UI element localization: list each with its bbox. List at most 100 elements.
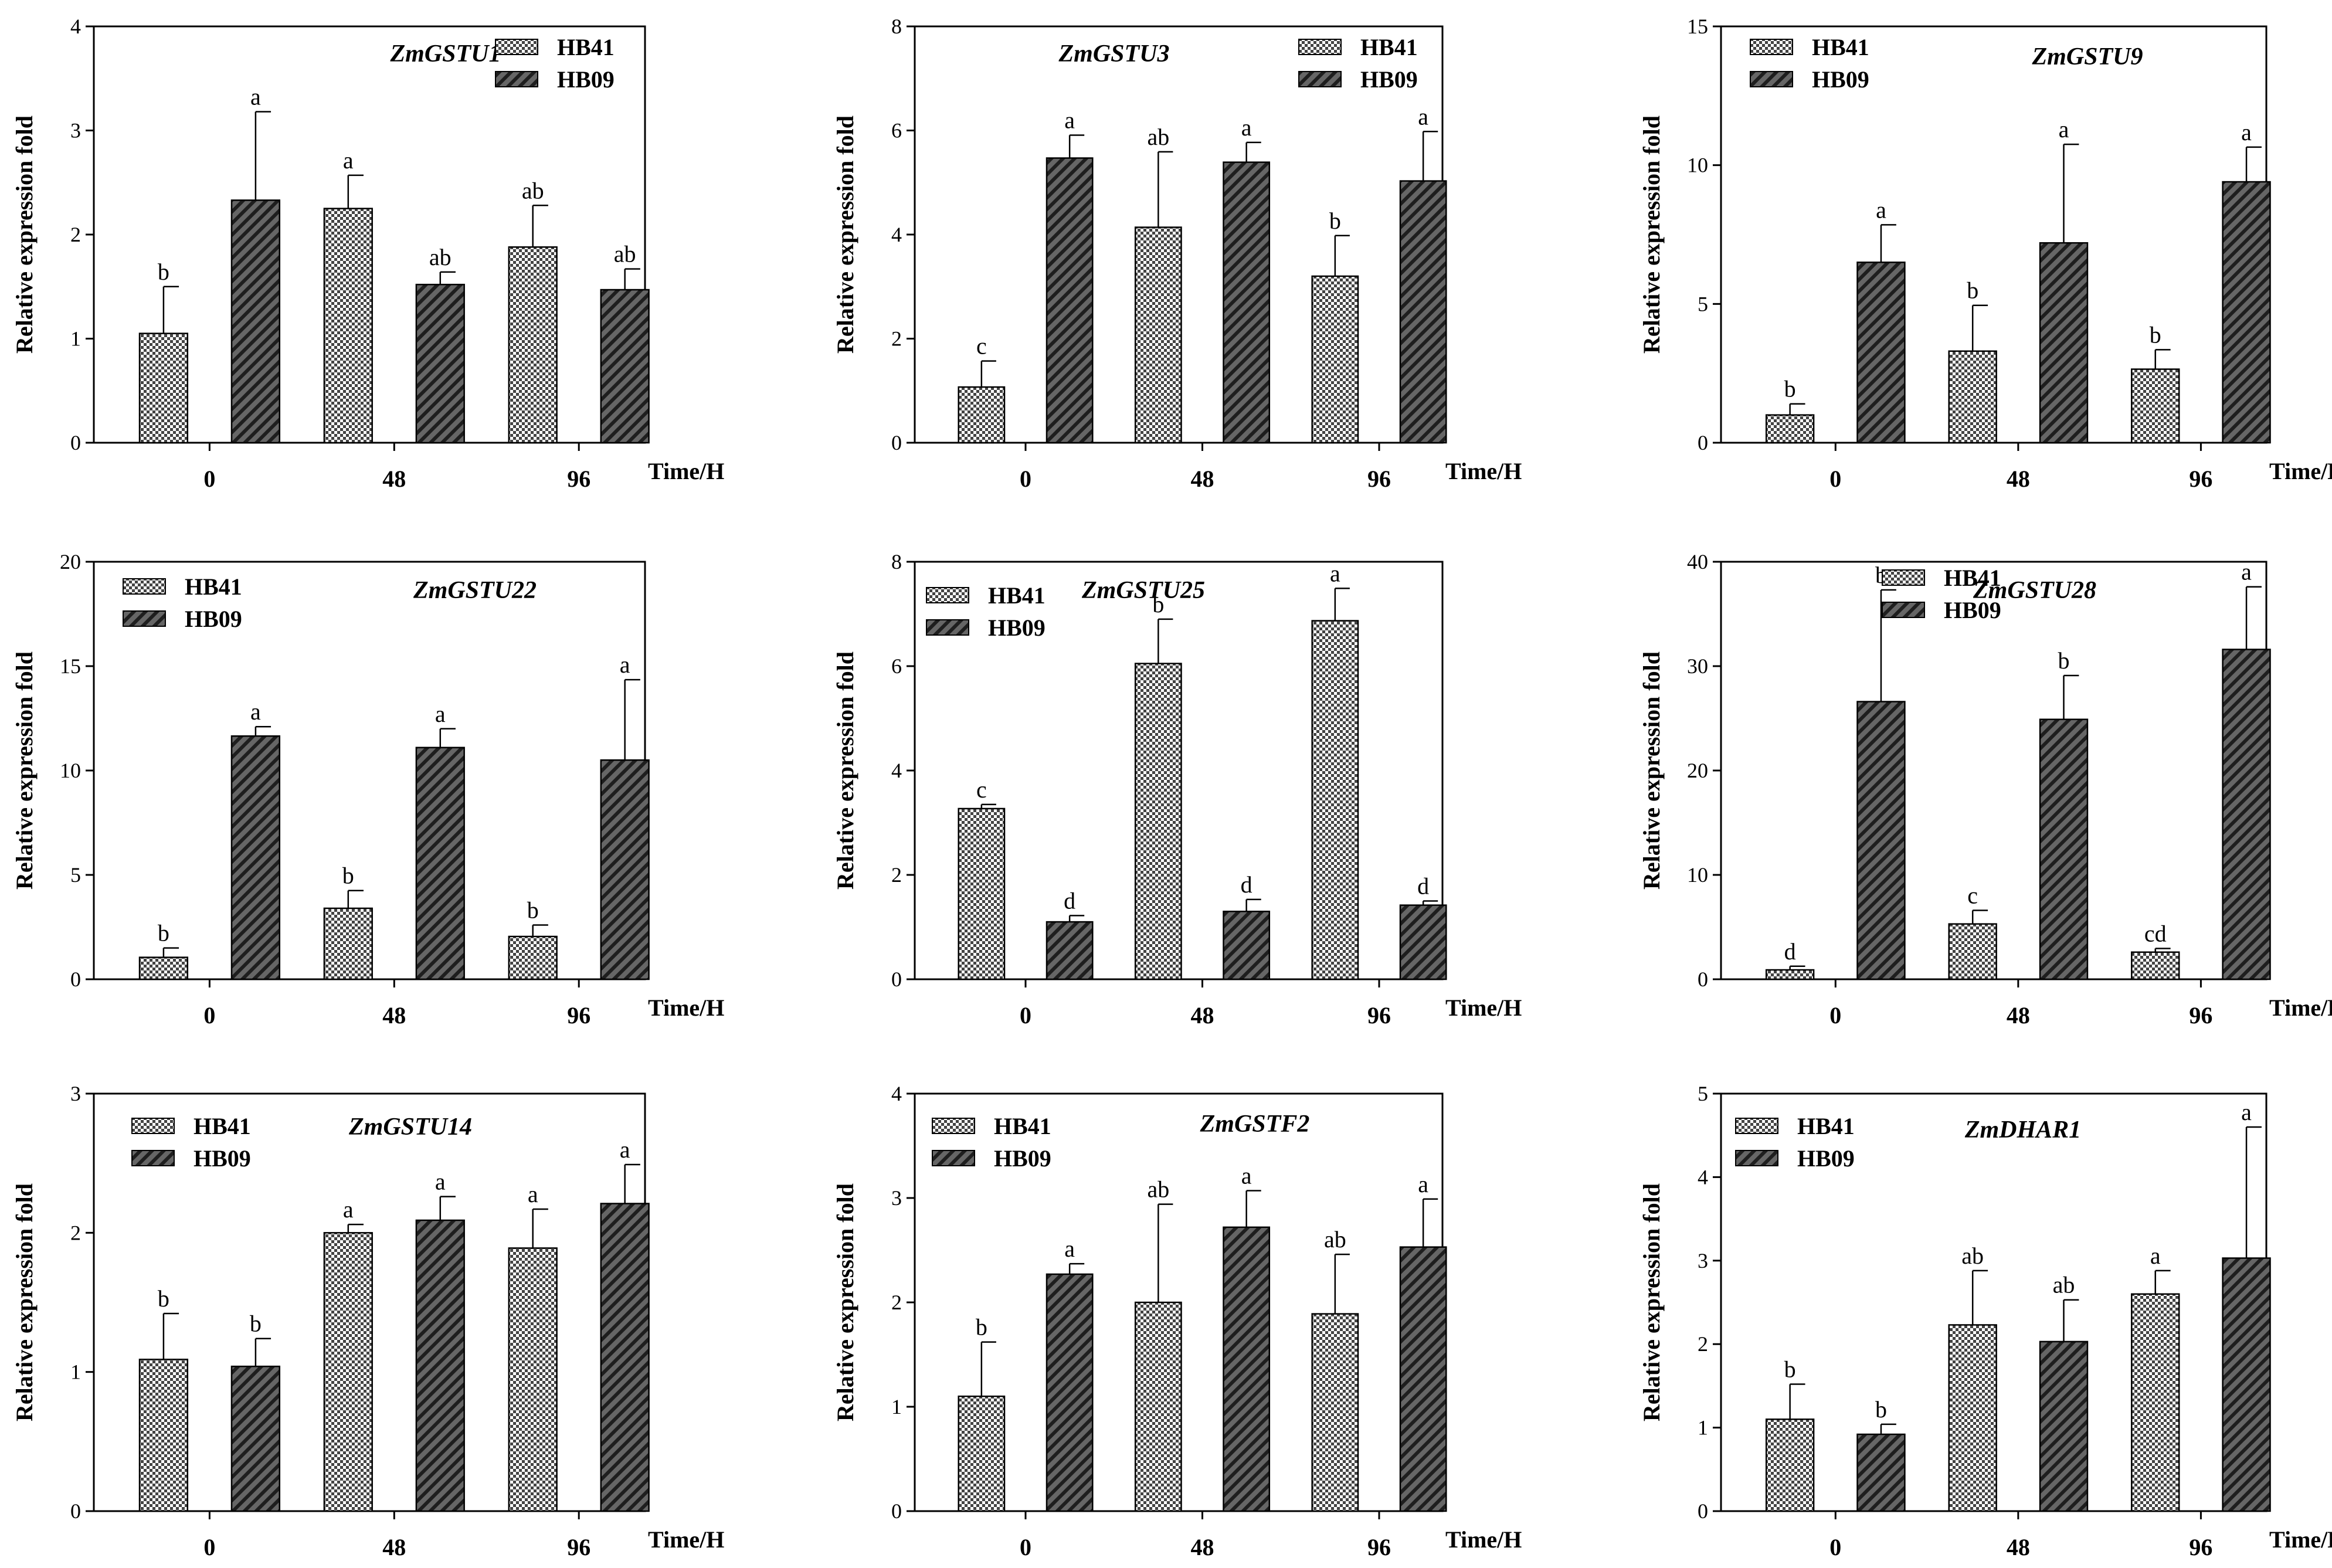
- bar-hb09-96: [600, 1203, 650, 1512]
- significance-label: a: [1876, 196, 1886, 223]
- y-tick-label: 5: [1698, 1082, 1708, 1105]
- x-category-label: 48: [382, 1002, 406, 1029]
- x-category-label: 0: [1829, 1002, 1841, 1029]
- y-tick-label: 4: [891, 759, 902, 782]
- significance-label: b: [2150, 321, 2161, 348]
- significance-label: b: [527, 897, 539, 923]
- legend-swatch-hb09: [926, 619, 969, 636]
- significance-label: a: [2241, 559, 2252, 585]
- significance-label: a: [435, 1169, 446, 1195]
- legend-swatch-hb09: [1735, 1150, 1778, 1166]
- y-tick-label: 0: [70, 1499, 81, 1523]
- significance-label: d: [1241, 871, 1252, 898]
- legend-swatch-hb41: [1882, 569, 1925, 586]
- bar-hb41-0: [1765, 969, 1815, 980]
- significance-label: b: [1152, 591, 1164, 617]
- y-tick-label: 4: [891, 1082, 902, 1105]
- y-tick-label: 8: [891, 550, 902, 573]
- y-tick-label: 0: [1698, 1499, 1708, 1523]
- significance-label: a: [620, 651, 630, 678]
- bar-hb41-96: [2131, 368, 2180, 444]
- y-tick-label: 1: [891, 1395, 902, 1418]
- chart-title: ZmGSTU25: [1081, 577, 1205, 604]
- bar-hb41-96: [508, 935, 558, 980]
- y-tick-label: 15: [1687, 15, 1708, 38]
- y-tick-label: 20: [60, 550, 81, 573]
- significance-label: c: [976, 333, 987, 359]
- legend-swatch-hb09: [1298, 71, 1342, 87]
- bar-hb09-48: [1223, 1226, 1271, 1512]
- chart-title: ZmGSTU9: [2032, 43, 2143, 70]
- y-tick-label: 2: [70, 223, 81, 246]
- y-tick-label: 8: [891, 15, 902, 38]
- bar-hb09-96: [600, 759, 650, 980]
- bar-hb41-48: [1948, 923, 1997, 980]
- significance-label: d: [1417, 873, 1429, 900]
- y-axis-label: Relative expression fold: [832, 1183, 858, 1421]
- legend-label-hb09: HB09: [194, 1145, 251, 1172]
- bar-hb09-96: [2222, 181, 2271, 444]
- significance-label: a: [2241, 119, 2252, 145]
- x-axis-label: Time/H: [1445, 995, 1522, 1021]
- x-category-label: 0: [203, 466, 215, 492]
- chart-panel-3: 0 5 10 15 Relative expression fold 0 b a 48 b a 96 b…: [1638, 15, 2332, 492]
- significance-label: c: [976, 776, 987, 803]
- bar-hb41-48: [1134, 663, 1182, 980]
- significance-label: a: [1418, 103, 1428, 130]
- x-category-label: 96: [567, 1534, 590, 1560]
- y-tick-label: 1: [70, 327, 81, 351]
- bar-hb41-48: [323, 208, 373, 444]
- x-category-label: 96: [2189, 1534, 2212, 1560]
- y-tick-label: 1: [70, 1360, 81, 1384]
- legend-swatch-hb41: [123, 578, 166, 595]
- legend-label-hb41: HB41: [988, 582, 1046, 609]
- legend-swatch-hb41: [1750, 39, 1793, 55]
- x-category-label: 96: [2189, 1002, 2212, 1029]
- y-tick-label: 10: [60, 759, 81, 782]
- significance-label: b: [1329, 208, 1341, 234]
- bar-hb09-0: [1046, 921, 1094, 980]
- bar-hb09-0: [230, 735, 281, 980]
- significance-label: ab: [2053, 1272, 2075, 1298]
- y-tick-label: 10: [1687, 154, 1708, 177]
- bar-hb09-0: [1856, 1433, 1906, 1512]
- chart-title: ZmGSTU22: [413, 577, 537, 604]
- y-tick-label: 0: [891, 1499, 902, 1523]
- bar-hb09-48: [1223, 161, 1271, 444]
- y-tick-label: 3: [1698, 1249, 1708, 1272]
- significance-label: ab: [429, 244, 452, 270]
- chart-title: ZmDHAR1: [1964, 1116, 2081, 1143]
- significance-label: ab: [1961, 1243, 1984, 1269]
- legend-swatch-hb09: [932, 1150, 975, 1166]
- significance-label: b: [250, 1311, 262, 1337]
- x-category-label: 96: [567, 1002, 590, 1029]
- legend-label-hb09: HB09: [994, 1145, 1051, 1172]
- bar-hb09-0: [1046, 1273, 1094, 1512]
- bar-hb09-96: [600, 289, 650, 444]
- significance-label: a: [343, 1196, 354, 1223]
- bar-hb41-96: [1311, 1313, 1359, 1512]
- x-category-label: 48: [382, 466, 406, 492]
- y-tick-label: 6: [891, 119, 902, 142]
- significance-label: b: [1875, 1396, 1887, 1423]
- legend-label-hb41: HB41: [185, 573, 242, 600]
- legend-label-hb41: HB41: [557, 34, 615, 60]
- bar-hb09-48: [415, 1219, 465, 1512]
- y-tick-label: 10: [1687, 863, 1708, 887]
- legend-label-hb09: HB09: [557, 66, 615, 93]
- bar-hb41-48: [1948, 1324, 1997, 1512]
- significance-label: b: [2058, 647, 2070, 674]
- chart-title: ZmGSTU14: [348, 1114, 472, 1141]
- significance-label: b: [342, 863, 354, 889]
- significance-label: a: [1241, 114, 1252, 141]
- bar-hb41-0: [958, 386, 1006, 444]
- y-tick-label: 3: [70, 1082, 81, 1105]
- significance-label: c: [1967, 883, 1978, 909]
- y-axis-label: Relative expression fold: [832, 116, 858, 354]
- bar-hb41-96: [2131, 951, 2180, 980]
- chart-panel-7: 0 1 2 3 Relative expression fold 0 b b 48 a a 96 a a T…: [11, 1082, 724, 1560]
- x-category-label: 96: [567, 466, 590, 492]
- legend-label-hb41: HB41: [1944, 565, 2001, 591]
- bar-hb41-0: [958, 1395, 1006, 1512]
- bar-hb41-0: [138, 956, 189, 980]
